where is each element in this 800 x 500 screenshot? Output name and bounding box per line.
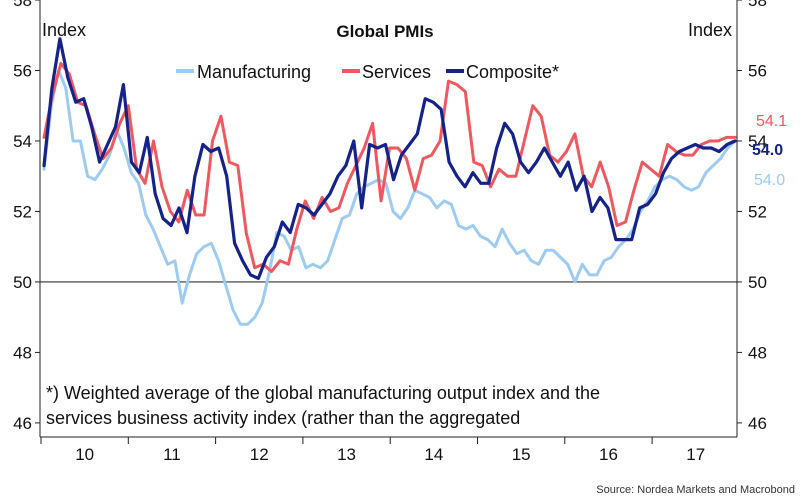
overlay-group: Global PMIs Index Index Manufacturing Se… — [42, 20, 795, 496]
series-group — [42, 37, 737, 326]
chart-title: Global PMIs — [336, 22, 433, 41]
series-line-manufacturing — [42, 69, 737, 326]
y-tick-label-right: 56 — [748, 61, 767, 80]
x-tick-label: 14 — [424, 445, 443, 464]
y-tick-label-right: 46 — [748, 414, 767, 433]
y-tick-label-left: 54 — [13, 132, 32, 151]
y-tick-label-left: 50 — [13, 273, 32, 292]
y-tick-label-right: 54 — [748, 132, 767, 151]
end-label-manufacturing: 54.0 — [754, 172, 785, 189]
series-line-services — [42, 61, 737, 273]
legend-label-services: Services — [362, 62, 431, 82]
legend-label-manufacturing: Manufacturing — [197, 62, 311, 82]
y-tick-label-left: 52 — [13, 202, 32, 221]
y-tick-label-left: 56 — [13, 61, 32, 80]
right-axis-label: Index — [688, 20, 732, 40]
y-tick-label-right: 58 — [748, 0, 767, 10]
footnote-line-2: services business activity index (rather… — [46, 408, 520, 428]
x-tick-label: 15 — [512, 445, 531, 464]
end-label-composite: 54.0 — [752, 142, 783, 159]
x-tick-label: 17 — [686, 445, 705, 464]
legend: Manufacturing Services Composite* — [176, 62, 559, 82]
x-tick-label: 11 — [163, 445, 181, 464]
x-tick-label: 12 — [250, 445, 269, 464]
x-tick-label: 10 — [75, 445, 94, 464]
end-label-services: 54.1 — [756, 113, 787, 130]
x-tick-label: 13 — [337, 445, 356, 464]
y-tick-label-right: 52 — [748, 202, 767, 221]
y-tick-label-left: 48 — [13, 343, 32, 362]
source-note: Source: Nordea Markets and Macrobond — [596, 484, 795, 496]
y-tick-label-right: 48 — [748, 343, 767, 362]
legend-label-composite: Composite* — [466, 62, 559, 82]
footnote-line-1: *) Weighted average of the global manufa… — [46, 383, 600, 403]
y-tick-label-left: 46 — [13, 414, 32, 433]
x-tick-label: 16 — [599, 445, 618, 464]
y-tick-label-left: 58 — [13, 0, 32, 10]
series-line-composite — [42, 37, 737, 280]
axes-group: 46 46 48 48 50 50 52 52 54 54 56 56 58 58 10 11 12 13 14 15… — [13, 0, 767, 464]
left-axis-label: Index — [42, 20, 86, 40]
y-tick-label-right: 50 — [748, 273, 767, 292]
